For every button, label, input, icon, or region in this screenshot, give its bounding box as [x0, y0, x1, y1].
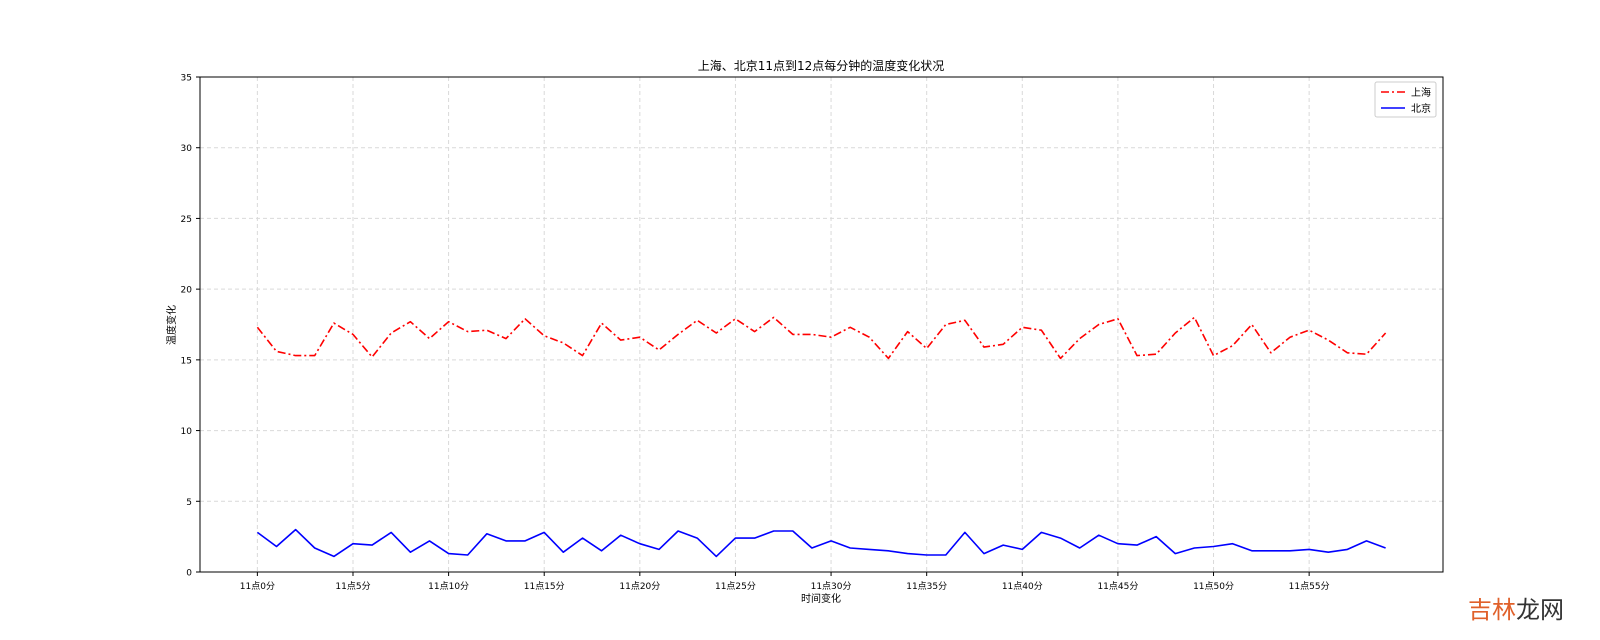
legend-label-beijing: 北京 — [1411, 102, 1431, 115]
grid-lines — [200, 77, 1443, 572]
x-axis-label: 时间变化 — [801, 592, 841, 605]
y-tick-label: 0 — [186, 569, 192, 579]
y-tick-label: 25 — [181, 215, 192, 225]
x-tick-label: 11点0分 — [240, 581, 275, 592]
y-tick-label: 5 — [186, 498, 192, 508]
x-tick-label: 11点55分 — [1289, 581, 1330, 592]
x-tick-label: 11点40分 — [1002, 581, 1043, 592]
series-line-shanghai — [256, 316, 1387, 360]
x-tick-label: 11点10分 — [428, 581, 469, 592]
chart-title: 上海、北京11点到12点每分钟的温度变化状况 — [698, 58, 945, 73]
x-tick-label: 11点30分 — [811, 581, 852, 592]
x-tick-label: 11点45分 — [1097, 581, 1138, 592]
plot-area — [199, 76, 1444, 573]
legend-label-shanghai: 上海 — [1411, 86, 1431, 99]
y-tick-label: 15 — [181, 356, 192, 366]
y-axis: 0 5 10 15 20 25 30 35 — [181, 74, 200, 579]
y-tick-label: 10 — [181, 427, 193, 437]
y-tick-label: 35 — [181, 74, 192, 84]
y-tick-label: 20 — [181, 286, 193, 296]
x-tick-label: 11点35分 — [906, 581, 947, 592]
x-tick-label: 11点15分 — [524, 581, 565, 592]
x-axis: 11点0分 11点5分 11点10分 11点15分 11点20分 11点25分 11点30分… — [240, 572, 1330, 592]
series-line-beijing — [256, 528, 1386, 558]
y-axis-label: 温度变化 — [165, 305, 178, 345]
watermark-part-2: 龙网 — [1516, 596, 1564, 624]
x-tick-label: 11点25分 — [715, 581, 756, 592]
watermark-logo: 吉林龙网 — [1468, 590, 1564, 625]
x-tick-label: 11点5分 — [335, 581, 370, 592]
legend: 上海 北京 — [1374, 81, 1437, 118]
series-lines — [256, 316, 1387, 558]
watermark-part-1: 吉林 — [1468, 596, 1516, 624]
x-tick-label: 11点20分 — [619, 581, 660, 592]
x-tick-label: 11点50分 — [1193, 581, 1234, 592]
y-tick-label: 30 — [181, 144, 193, 154]
